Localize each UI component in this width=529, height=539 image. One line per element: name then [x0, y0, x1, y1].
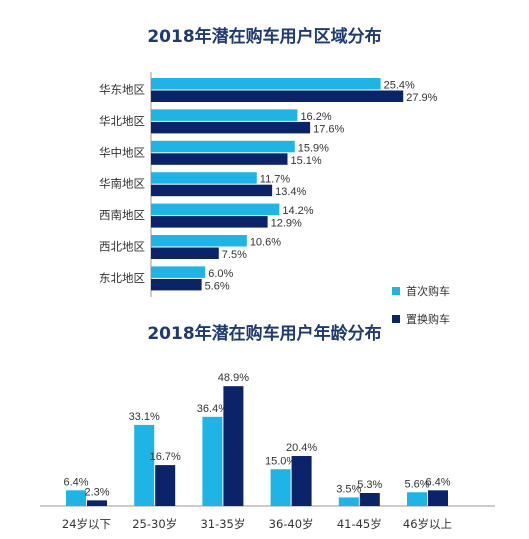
region-bar-first	[151, 109, 298, 121]
age-data-label-replace: 16.7%	[150, 451, 181, 463]
age-tick-label: 24岁以下	[62, 517, 111, 531]
region-tick-label: 华南地区	[99, 177, 145, 191]
age-tick-label: 46岁以上	[403, 517, 452, 531]
legend-item-replace: 置换购车	[392, 311, 450, 327]
age-bar-replace	[291, 456, 312, 506]
age-data-label-first: 5.6%	[404, 478, 429, 490]
region-tick-label: 华东地区	[99, 83, 145, 97]
age-data-label-first: 15.0%	[265, 455, 296, 467]
region-data-label-replace: 5.6%	[205, 280, 230, 292]
age-bar-first	[338, 497, 359, 506]
region-bar-first	[151, 266, 206, 278]
region-bar-first	[151, 172, 257, 184]
age-bar-replace	[87, 500, 107, 506]
age-bar-first	[134, 424, 155, 506]
region-bar-replace	[151, 153, 288, 165]
region-bar-replace	[151, 184, 273, 197]
age-data-label-replace: 2.3%	[84, 486, 109, 498]
age-tick-label: 41-45岁	[337, 517, 382, 531]
region-bar-first	[151, 203, 280, 216]
region-bar-replace	[151, 247, 219, 259]
region-data-label-first: 25.4%	[384, 80, 415, 92]
region-tick-label: 东北地区	[99, 271, 145, 285]
age-tick-label: 31-35岁	[200, 517, 245, 531]
region-data-label-replace: 7.5%	[222, 249, 247, 261]
region-bar-replace	[151, 121, 311, 134]
region-data-label-first: 11.7%	[260, 174, 291, 186]
region-bar-first	[151, 78, 381, 90]
region-data-label-first: 6.0%	[208, 268, 233, 280]
region-bar-first	[151, 235, 247, 247]
age-tick-label: 36-40岁	[269, 517, 314, 531]
region-tick-label: 华中地区	[99, 145, 145, 159]
region-chart-title: 2018年潜在购车用户区域分布	[147, 27, 382, 47]
region-data-label-replace: 13.4%	[275, 186, 306, 198]
region-bar-replace	[151, 278, 202, 291]
age-data-label-first: 33.1%	[129, 411, 160, 423]
region-tick-label: 西南地区	[99, 208, 145, 222]
age-tick-label: 25-30岁	[132, 517, 177, 531]
age-bar-replace	[155, 465, 176, 506]
age-bar-first	[202, 416, 223, 506]
region-data-label-replace: 12.9%	[271, 218, 302, 230]
legend-swatch-first	[392, 287, 400, 295]
age-data-label-first: 3.5%	[336, 483, 361, 495]
region-data-label-replace: 15.1%	[291, 155, 322, 167]
legend-swatch-replace	[392, 315, 400, 323]
age-bar-first	[270, 469, 291, 506]
region-bar-first	[151, 140, 295, 153]
age-data-label-replace: 48.9%	[218, 372, 249, 384]
age-data-label-replace: 5.3%	[357, 479, 382, 491]
age-data-label-first: 36.4%	[197, 403, 228, 415]
age-bar-replace	[359, 493, 380, 506]
region-data-label-replace: 27.9%	[406, 92, 437, 104]
age-bar-first	[66, 490, 86, 506]
region-bar-replace	[151, 216, 268, 228]
region-data-label-first: 14.2%	[282, 205, 313, 217]
region-data-label-first: 15.9%	[298, 142, 329, 154]
legend-label-first: 首次购车	[406, 285, 450, 298]
region-data-label-replace: 17.6%	[313, 123, 344, 135]
legend-item-first: 首次购车	[392, 283, 450, 299]
age-data-label-replace: 6.4%	[425, 476, 450, 488]
region-tick-label: 华北地区	[99, 114, 145, 128]
region-data-label-first: 16.2%	[300, 111, 331, 123]
region-tick-label: 西北地区	[99, 240, 145, 254]
legend-label-replace: 置换购车	[406, 313, 450, 326]
age-bar-replace	[223, 386, 244, 506]
age-chart-title: 2018年潜在购车用户年龄分布	[147, 324, 382, 344]
region-bar-replace	[151, 90, 404, 102]
age-data-label-first: 6.4%	[63, 476, 88, 488]
age-data-label-replace: 20.4%	[286, 442, 317, 454]
age-bar-replace	[428, 490, 448, 506]
region-data-label-first: 10.6%	[250, 237, 281, 249]
age-bar-first	[407, 492, 427, 506]
